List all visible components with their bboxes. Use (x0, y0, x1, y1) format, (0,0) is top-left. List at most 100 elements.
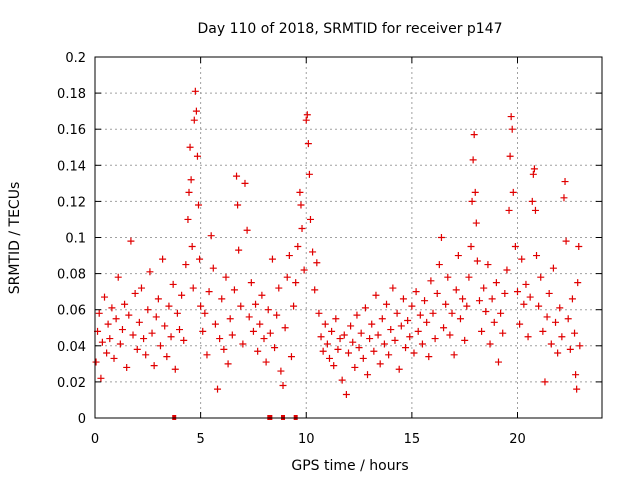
data-point (543, 313, 551, 321)
data-point (535, 302, 543, 310)
data-point (452, 286, 460, 294)
data-point (220, 345, 228, 353)
data-point (121, 300, 129, 308)
data-point (171, 365, 179, 373)
data-point (338, 376, 346, 384)
data-point (393, 309, 401, 317)
y-tick-label: 0.14 (57, 159, 86, 174)
data-point (152, 313, 160, 321)
data-point (249, 327, 257, 335)
data-point (144, 306, 152, 314)
data-point (549, 264, 557, 272)
data-point (558, 333, 566, 341)
data-point (576, 342, 584, 350)
data-point (442, 300, 450, 308)
data-point (468, 197, 476, 205)
data-point (137, 284, 145, 292)
data-point (524, 333, 532, 341)
data-point (397, 322, 405, 330)
data-point (306, 215, 314, 223)
data-point (433, 289, 441, 297)
data-point (366, 335, 374, 343)
data-point (404, 317, 412, 325)
data-point (222, 273, 230, 281)
data-point (239, 340, 247, 348)
data-point (547, 340, 555, 348)
data-point (188, 243, 196, 251)
data-point (336, 335, 344, 343)
data-point (185, 188, 193, 196)
data-point (450, 351, 458, 359)
data-point (252, 300, 260, 308)
data-point (197, 302, 205, 310)
data-point (226, 315, 234, 323)
data-point (140, 335, 148, 343)
data-point (402, 344, 410, 352)
data-point (241, 179, 249, 187)
y-tick-labels: 0 0.02 0.04 0.06 0.08 0.1 0.12 0.14 0.16 0.18 0.2 (57, 51, 86, 427)
data-point (228, 331, 236, 339)
y-tick-label: 0.1 (65, 232, 86, 247)
data-point (391, 336, 399, 344)
data-point (562, 237, 570, 245)
data-point (127, 237, 135, 245)
data-point (421, 297, 429, 305)
chart-title: Day 110 of 2018, SRMTID for receiver p14… (197, 21, 502, 37)
data-point (435, 261, 443, 269)
data-point (216, 335, 224, 343)
data-point (148, 329, 156, 337)
data-point (508, 125, 516, 133)
data-point (129, 331, 137, 339)
data-point (507, 113, 515, 121)
y-tick-label: 0.08 (57, 268, 86, 283)
data-point (425, 353, 433, 361)
data-point (514, 288, 521, 296)
data-point (201, 309, 209, 317)
data-point (414, 327, 422, 335)
data-point (176, 326, 183, 334)
data-point (184, 215, 192, 223)
data-point (218, 295, 226, 303)
y-tick-label: 0.16 (57, 123, 86, 138)
data-point (303, 111, 311, 119)
data-point (516, 320, 524, 328)
y-tick-label: 0.18 (57, 87, 86, 102)
data-point (533, 252, 541, 260)
data-point (345, 349, 352, 357)
data-point (209, 264, 217, 272)
data-point (243, 226, 251, 234)
data-point (448, 309, 456, 317)
data-point (539, 327, 547, 335)
data-point (494, 358, 502, 366)
data-point (192, 107, 200, 115)
data-point (573, 385, 581, 393)
data-point (287, 353, 295, 361)
data-point (522, 280, 530, 288)
data-point (95, 309, 103, 317)
y-tick-label: 0.06 (57, 304, 86, 319)
data-point (376, 360, 384, 368)
data-point (480, 284, 488, 292)
data-point (193, 152, 201, 160)
data-point (357, 329, 365, 337)
data-point (389, 284, 397, 292)
data-point (416, 311, 424, 319)
data-point (98, 338, 106, 346)
data-point (349, 338, 357, 346)
data-point (372, 291, 380, 299)
y-tick-label: 0 (78, 412, 86, 427)
data-point (167, 333, 175, 341)
data-point (503, 266, 511, 274)
data-point (486, 340, 494, 348)
data-point (254, 347, 262, 355)
data-point (395, 365, 403, 373)
data-point (260, 335, 268, 343)
data-point (499, 329, 507, 337)
data-point (169, 280, 177, 288)
data-point (506, 152, 514, 160)
data-point (456, 315, 464, 323)
data-point (541, 378, 549, 386)
data-point (355, 344, 363, 352)
data-point (106, 335, 114, 343)
